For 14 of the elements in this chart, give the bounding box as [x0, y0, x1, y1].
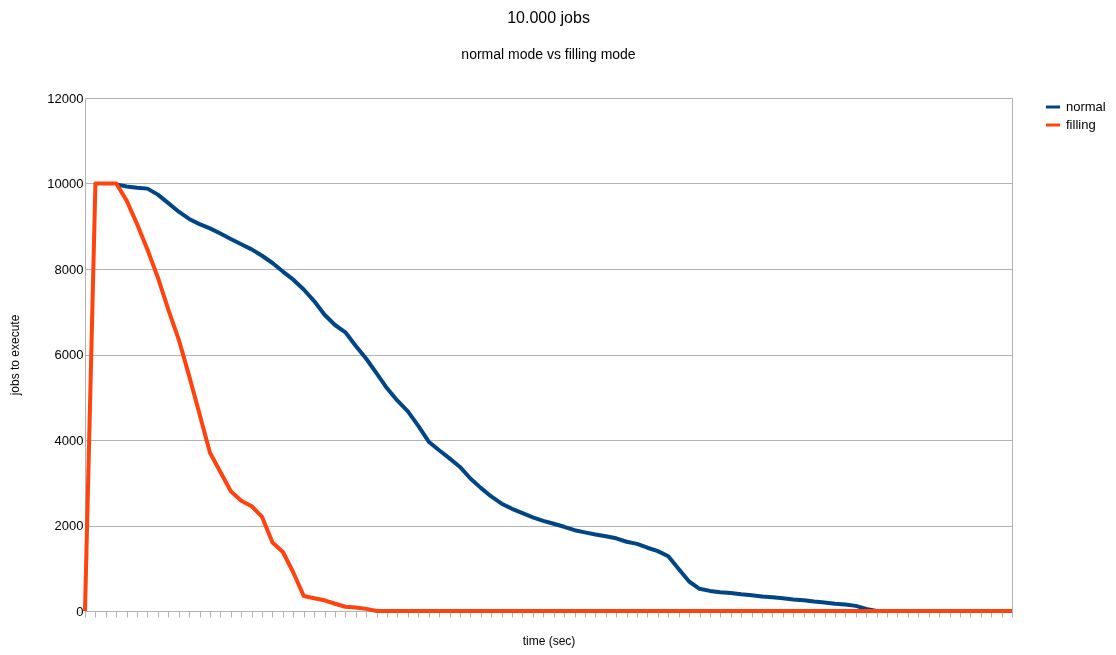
y-tick-label: 0: [76, 603, 84, 619]
y-axis-title: jobs to execute: [8, 314, 23, 397]
legend-label: filling: [1066, 117, 1096, 132]
y-tick-label: 4000: [54, 432, 84, 448]
y-tick-label: 2000: [54, 518, 84, 533]
x-axis-title: time (sec): [522, 634, 576, 648]
legend-label: normal: [1066, 99, 1106, 114]
y-tick-label: 12000: [47, 90, 84, 106]
chart-title: 10.000 jobs: [507, 9, 590, 26]
y-tick-label: 8000: [54, 261, 84, 277]
y-tick-label: 10000: [47, 176, 84, 191]
chart-subtitle: normal mode vs filling mode: [461, 46, 636, 62]
y-tick-label: 6000: [54, 347, 84, 362]
line-series: [83, 181, 1014, 613]
